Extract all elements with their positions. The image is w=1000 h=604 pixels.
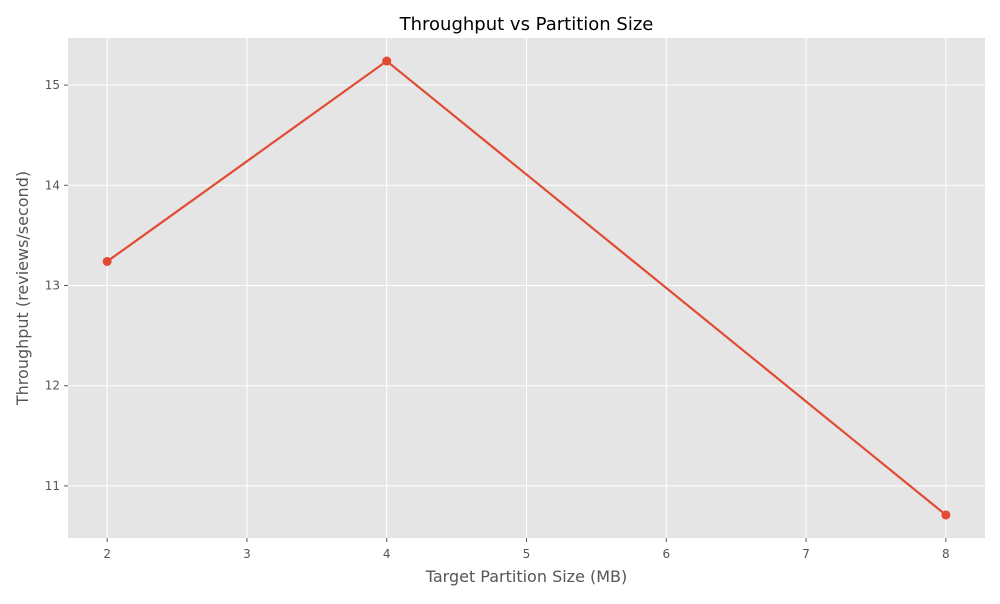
x-tick-label: 6 — [662, 547, 670, 561]
data-point — [102, 256, 112, 266]
series-layer — [102, 56, 951, 520]
x-tick-label: 2 — [103, 547, 111, 561]
x-tick-label: 7 — [802, 547, 810, 561]
y-tick-label: 13 — [45, 278, 60, 292]
y-tick-label: 14 — [45, 178, 60, 192]
x-tick-label: 4 — [383, 547, 391, 561]
x-tick-label: 8 — [942, 547, 950, 561]
x-tick-label: 3 — [243, 547, 251, 561]
axis-ticks: 2 3 4 5 6 7 8 11 12 13 14 15 — [45, 78, 950, 561]
y-tick-label: 15 — [45, 78, 60, 92]
y-tick-label: 11 — [45, 479, 60, 493]
y-tick-label: 12 — [45, 379, 60, 393]
data-point — [941, 510, 951, 520]
x-tick-label: 5 — [523, 547, 531, 561]
chart-title: Throughput vs Partition Size — [399, 14, 654, 35]
grid-lines — [68, 38, 985, 538]
x-axis-title: Target Partition Size (MB) — [425, 567, 628, 586]
data-point — [382, 56, 392, 66]
y-axis-title: Throughput (reviews/second) — [13, 171, 32, 406]
